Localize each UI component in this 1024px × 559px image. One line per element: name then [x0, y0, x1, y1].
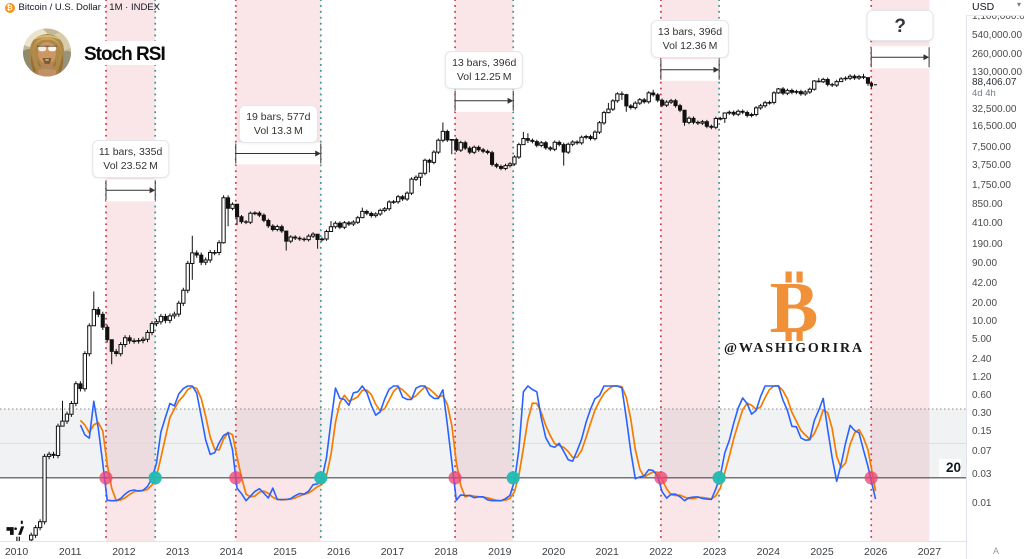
svg-text:B: B	[770, 267, 819, 348]
